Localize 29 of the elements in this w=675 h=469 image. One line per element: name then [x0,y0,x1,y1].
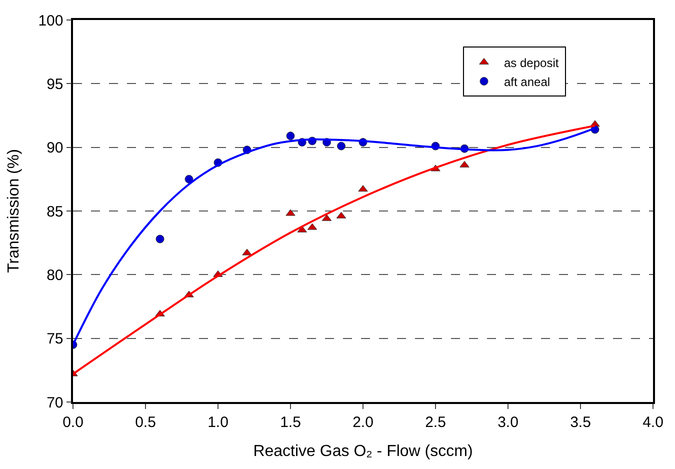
y-tick-label: 100 [38,12,64,30]
x-tick-label: 3.5 [570,414,591,431]
x-axis-title: Reactive Gas O₂ - Flow (sccm) [253,442,473,460]
point [460,160,470,168]
x-tick-label: 2.5 [425,414,446,431]
x-tick-label: 1.0 [208,414,228,431]
x-tick-label: 0.5 [135,414,156,431]
point [184,174,194,184]
x-tick-label: 0.0 [62,414,84,431]
point [297,226,307,232]
point [286,132,295,140]
x-tick-label: 3.0 [498,414,518,431]
point [337,142,346,150]
point [358,185,368,192]
x-tick-label: 4.0 [642,414,664,431]
point [156,234,164,244]
y-axis-title: Transmission (%) [6,149,23,273]
y-tick-label: 85 [46,203,64,220]
legend-label: aft aneal [504,74,550,89]
y-tick-label: 70 [46,394,64,412]
y-tick-label: 95 [46,76,64,93]
legend-label: as deposit [504,56,560,70]
point [286,209,296,216]
y-tick-label: 80 [46,266,64,284]
x-tick-label: 1.5 [280,414,301,431]
point [242,248,252,256]
y-tick-label: 75 [46,330,64,348]
x-tick-label: 2.0 [352,414,374,431]
y-tick-label: 90 [46,140,64,157]
